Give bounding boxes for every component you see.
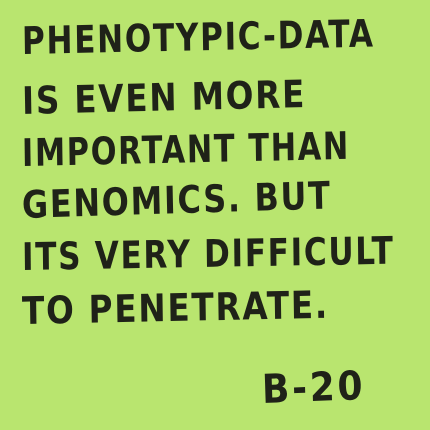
note-line-5: ITS VERY DIFFICULT: [21, 228, 395, 279]
note-line-1: PHENOTYPIC-DATA: [21, 11, 375, 63]
note-line-3: IMPORTANT THAN: [21, 123, 351, 175]
note-line-4: GENOMICS. BUT: [21, 173, 332, 227]
note-line-6: TO PENETRATE.: [21, 282, 330, 333]
signature: B-20: [261, 363, 366, 413]
note-line-2: IS EVEN MORE: [21, 72, 307, 123]
